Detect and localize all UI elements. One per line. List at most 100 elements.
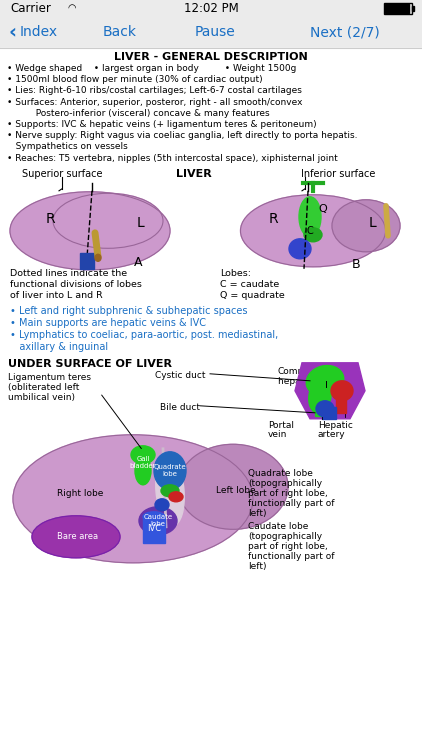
Text: artery: artery [318, 430, 346, 439]
Text: Quadrate
lobe: Quadrate lobe [154, 464, 186, 477]
Text: Index: Index [20, 25, 58, 39]
Ellipse shape [304, 228, 322, 242]
Ellipse shape [10, 192, 170, 270]
Ellipse shape [306, 365, 344, 396]
Text: Q = quadrate: Q = quadrate [220, 291, 285, 300]
Bar [0, 20, 422, 48]
Text: • Main supports are hepatic veins & IVC: • Main supports are hepatic veins & IVC [10, 318, 206, 328]
Ellipse shape [139, 507, 177, 535]
Text: Bile duct: Bile duct [160, 403, 200, 412]
Bar [143, 517, 165, 543]
Ellipse shape [316, 400, 334, 417]
Text: Inferior surface: Inferior surface [301, 169, 375, 178]
Text: Dotted lines indicate the: Dotted lines indicate the [10, 268, 127, 278]
Ellipse shape [143, 512, 165, 522]
Text: ‹: ‹ [8, 22, 16, 41]
Text: Postero-inferior (visceral) concave & many features: Postero-inferior (visceral) concave & ma… [7, 109, 270, 118]
Ellipse shape [309, 379, 331, 413]
Text: Hepatic: Hepatic [318, 421, 353, 430]
Bar [336, 391, 346, 412]
Bar [0, 0, 422, 20]
Text: • Reaches: T5 vertebra, nipples (5th intercostal space), xiphisternal joint: • Reaches: T5 vertebra, nipples (5th int… [7, 154, 338, 163]
Ellipse shape [178, 444, 288, 530]
Text: Pause: Pause [195, 25, 235, 39]
Text: B: B [352, 258, 360, 272]
Text: Quadrate lobe: Quadrate lobe [248, 469, 313, 478]
Text: LIVER: LIVER [176, 169, 212, 178]
Text: left): left) [248, 509, 267, 518]
Ellipse shape [32, 516, 120, 558]
Text: part of right lobe,: part of right lobe, [248, 489, 328, 498]
Text: Caudate lobe: Caudate lobe [248, 522, 308, 531]
Text: IVC: IVC [147, 524, 161, 533]
Ellipse shape [155, 499, 169, 511]
Text: functionally part of: functionally part of [248, 552, 335, 561]
Bar [80, 253, 94, 268]
Text: Q: Q [319, 204, 327, 214]
Text: Left lobe: Left lobe [216, 486, 256, 495]
Text: functionally part of: functionally part of [248, 499, 335, 508]
Ellipse shape [169, 492, 183, 502]
Text: Sympathetics on vessels: Sympathetics on vessels [7, 142, 128, 152]
Text: • Nerve supply: Right vagus via coeliac ganglia, left directly to porta hepatis.: • Nerve supply: Right vagus via coeliac … [7, 131, 357, 140]
Bar [322, 406, 336, 418]
Ellipse shape [13, 435, 253, 562]
Bar [315, 388, 325, 416]
Text: hepatic duct: hepatic duct [278, 376, 335, 386]
Text: functional divisions of lobes: functional divisions of lobes [10, 280, 142, 289]
Bar [412, 6, 414, 11]
Text: Superior surface: Superior surface [22, 169, 102, 178]
Text: Ligamentum teres: Ligamentum teres [8, 373, 91, 382]
Text: • Supports: IVC & hepatic veins (+ ligamentum teres & peritoneum): • Supports: IVC & hepatic veins (+ ligam… [7, 120, 316, 129]
Text: (obliterated left: (obliterated left [8, 382, 79, 392]
Text: A: A [134, 256, 142, 269]
Text: Cystic duct: Cystic duct [155, 370, 206, 380]
Text: R: R [268, 211, 278, 226]
Ellipse shape [331, 381, 353, 400]
Text: Lobes:: Lobes: [220, 268, 251, 278]
Text: • Lies: Right-6-10 ribs/costal cartilages; Left-6-7 costal cartilages: • Lies: Right-6-10 ribs/costal cartilage… [7, 86, 302, 95]
Text: • Surfaces: Anterior, superior, posteror, right - all smooth/convex: • Surfaces: Anterior, superior, posteror… [7, 98, 303, 106]
Text: axillary & inguinal: axillary & inguinal [10, 342, 108, 352]
Text: vein: vein [268, 430, 287, 439]
Text: (topographically: (topographically [248, 478, 322, 488]
Text: Portal: Portal [268, 421, 294, 430]
Bar [384, 3, 412, 14]
Text: of liver into L and R: of liver into L and R [10, 291, 103, 300]
Ellipse shape [135, 457, 151, 484]
Text: • 1500ml blood flow per minute (30% of cardiac output): • 1500ml blood flow per minute (30% of c… [7, 75, 262, 84]
Text: Back: Back [103, 25, 137, 39]
Text: (topographically: (topographically [248, 532, 322, 541]
Ellipse shape [95, 254, 101, 261]
Ellipse shape [289, 238, 311, 259]
Ellipse shape [332, 200, 400, 252]
Text: C = caudate: C = caudate [220, 280, 279, 289]
Ellipse shape [53, 194, 163, 248]
Text: Gall
bladder: Gall bladder [130, 456, 156, 470]
Ellipse shape [299, 196, 321, 237]
Text: umbilical vein): umbilical vein) [8, 393, 75, 402]
Text: L: L [369, 216, 377, 229]
Ellipse shape [161, 484, 179, 496]
Text: • Wedge shaped    • largest organ in body         • Weight 1500g: • Wedge shaped • largest organ in body •… [7, 64, 296, 73]
Text: Right lobe: Right lobe [57, 489, 103, 498]
Ellipse shape [154, 452, 186, 490]
Text: Carrier: Carrier [10, 2, 51, 14]
Text: Bare area: Bare area [57, 532, 99, 542]
Text: part of right lobe,: part of right lobe, [248, 542, 328, 550]
Text: ◠: ◠ [68, 3, 76, 13]
Text: 12:02 PM: 12:02 PM [184, 2, 238, 14]
Ellipse shape [156, 456, 184, 526]
Text: R: R [45, 211, 55, 226]
Text: UNDER SURFACE OF LIVER: UNDER SURFACE OF LIVER [8, 358, 172, 369]
Text: Common: Common [278, 367, 319, 376]
Text: • Left and right subphrenic & subhepatic spaces: • Left and right subphrenic & subhepatic… [10, 306, 247, 316]
Text: Caudate
lobe: Caudate lobe [143, 514, 173, 527]
Text: LIVER - GENERAL DESCRIPTION: LIVER - GENERAL DESCRIPTION [114, 52, 308, 62]
Ellipse shape [241, 195, 386, 267]
Bar [385, 4, 409, 13]
Text: L: L [136, 216, 144, 229]
Text: left): left) [248, 562, 267, 571]
Text: C: C [307, 226, 314, 236]
Text: Next (2/7): Next (2/7) [310, 25, 380, 39]
